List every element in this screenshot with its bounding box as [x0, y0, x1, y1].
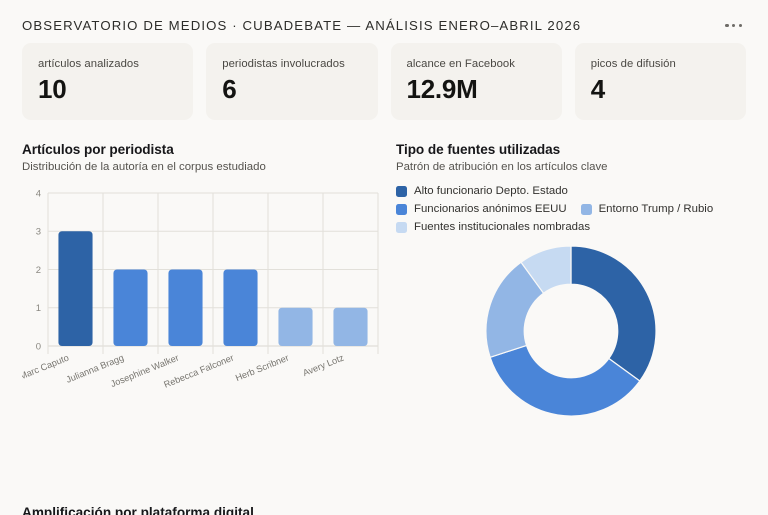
legend-item[interactable]: Entorno Trump / Rubio — [580, 203, 714, 216]
page-header: OBSERVATORIO DE MEDIOS · CUBADEBATE — AN… — [0, 0, 768, 43]
y-axis-tick: 0 — [36, 342, 41, 353]
donut-slice[interactable] — [488, 345, 641, 418]
kebab-dot — [738, 24, 742, 28]
next-panel-title-cutoff: Amplificación por plataforma digital — [22, 505, 254, 515]
bar[interactable] — [58, 231, 93, 347]
legend-item[interactable]: Funcionarios anónimos EEUU — [396, 203, 567, 215]
legend-swatch — [580, 203, 592, 215]
stat-value: 4 — [590, 74, 605, 105]
stat-card-row: artículos analizados 10 periodistas invo… — [0, 43, 768, 121]
stat-label: periodistas involucrados — [222, 58, 345, 71]
stat-card-picos: picos de difusión 4 — [574, 43, 746, 121]
legend-swatch — [396, 221, 407, 233]
panel-tipo-de-fuentes: Tipo de fuentes utilizadas Patrón de atr… — [396, 142, 746, 421]
stat-value: 6 — [222, 74, 237, 105]
y-axis-tick: 4 — [36, 189, 41, 200]
legend-label: Funcionarios anónimos EEUU — [414, 203, 567, 216]
stat-label: alcance en Facebook — [406, 58, 515, 71]
x-axis-tick: Marc Caputo — [22, 353, 70, 382]
stat-value: 12.9M — [406, 74, 478, 105]
donut-chart-svg — [484, 245, 657, 418]
bar[interactable] — [113, 269, 148, 347]
stat-card-alcance: alcance en Facebook 12.9M — [390, 43, 562, 121]
legend-swatch — [396, 203, 407, 215]
x-axis-tick: Avery Lotz — [301, 353, 345, 379]
page-title: OBSERVATORIO DE MEDIOS · CUBADEBATE — AN… — [22, 18, 582, 34]
bar[interactable] — [278, 308, 313, 347]
stat-value: 10 — [38, 74, 67, 105]
panel-subtitle: Patrón de atribución en los artículos cl… — [396, 161, 608, 174]
stat-card-articulos: artículos analizados 10 — [22, 43, 194, 121]
stat-label: artículos analizados — [38, 58, 139, 71]
y-axis-tick: 3 — [36, 227, 41, 238]
kebab-dot — [725, 24, 729, 28]
donut-slice[interactable] — [569, 245, 657, 383]
stat-card-periodistas: periodistas involucrados 6 — [206, 43, 378, 121]
donut-chart — [396, 241, 746, 421]
bar[interactable] — [223, 269, 258, 347]
panel-title: Tipo de fuentes utilizadas — [396, 142, 561, 158]
y-axis-tick: 1 — [36, 304, 41, 315]
legend-label: Entorno Trump / Rubio — [598, 203, 714, 216]
panel-title: Artículos por periodista — [22, 142, 174, 158]
bar-chart: 0 1 2 3 4 Marc Caputo Julianna Bragg Josephine … — [22, 187, 382, 402]
panel-subtitle: Distribución de la autoría en el corpus … — [22, 161, 266, 174]
y-axis-tick: 2 — [36, 265, 41, 276]
panel-row: Artículos por periodista Distribución de… — [0, 120, 768, 421]
donut-slice[interactable] — [519, 245, 572, 295]
donut-legend: Alto funcionario Depto. Estado Funcionari… — [396, 185, 746, 233]
legend-label: Alto funcionario Depto. Estado — [414, 185, 568, 198]
legend-item[interactable]: Fuentes institucionales nombradas — [396, 221, 590, 233]
panel-articulos-por-periodista: Artículos por periodista Distribución de… — [22, 142, 382, 421]
kebab-dot — [732, 24, 736, 28]
x-axis-tick: Herb Scribner — [234, 353, 290, 384]
legend-label: Fuentes institucionales nombradas — [414, 221, 591, 234]
legend-swatch — [396, 185, 407, 197]
kebab-menu-icon[interactable] — [721, 18, 746, 33]
bar[interactable] — [168, 269, 203, 347]
legend-item[interactable]: Alto funcionario Depto. Estado — [396, 185, 568, 197]
stat-label: picos de difusión — [590, 58, 676, 71]
bar[interactable] — [333, 308, 368, 347]
